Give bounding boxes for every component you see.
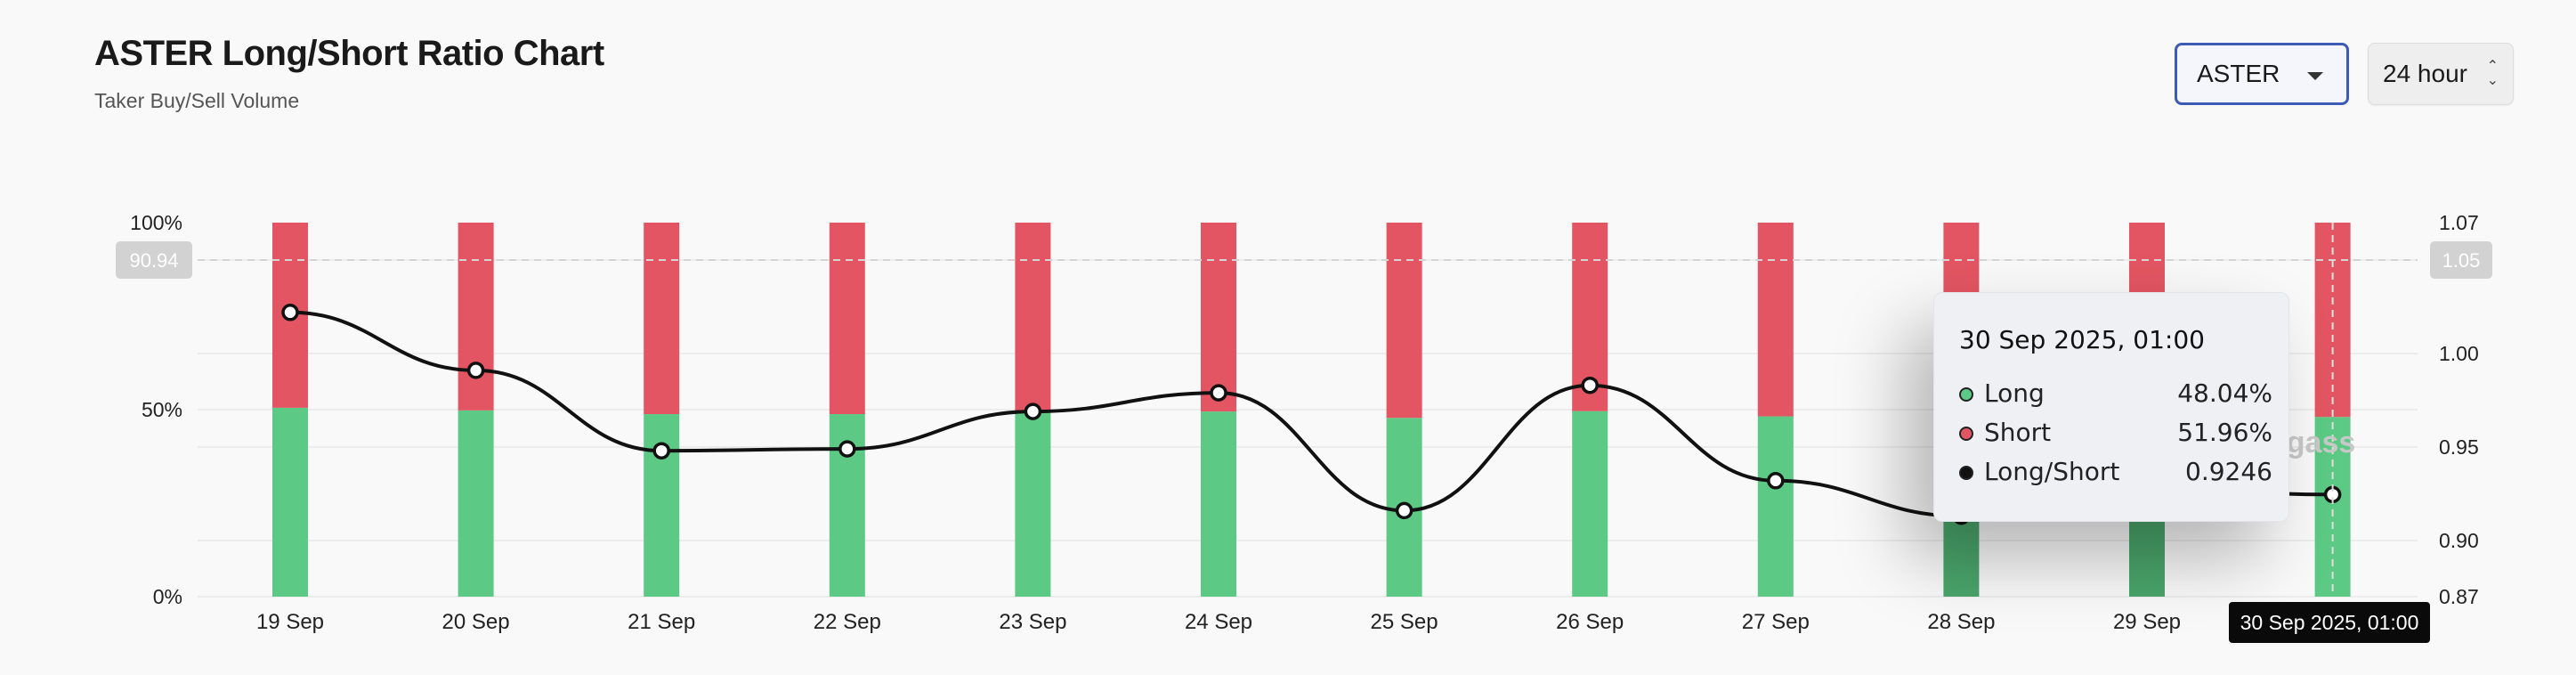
tooltip-ratio-label: Long/Short <box>1984 457 2120 486</box>
left-crosshair-badge <box>116 241 192 279</box>
bar-long <box>458 410 494 597</box>
right-axis-tick: 0.87 <box>2439 585 2479 608</box>
bar-long <box>2314 417 2351 597</box>
ratio-point <box>466 362 485 379</box>
x-tick-label: 28 Sep <box>1927 610 1995 634</box>
tooltip-title: 30 Sep 2025, 01:00 <box>1959 325 2205 354</box>
bar-short <box>829 223 865 415</box>
long-dot-icon <box>1959 387 1973 402</box>
ratio-point <box>1767 472 1785 490</box>
updown-chevron-icon: ⌃ ⌄ <box>2486 59 2499 88</box>
chevron-down-icon <box>2307 72 2323 80</box>
bar-short <box>458 223 494 411</box>
right-axis-tick: 0.90 <box>2439 529 2479 552</box>
crosshair-date-label: 30 Sep 2025, 01:00 <box>2229 602 2430 643</box>
bar-short <box>1201 223 1236 412</box>
right-axis-tick: 1.00 <box>2439 342 2479 365</box>
x-tick-label: 27 Sep <box>1742 610 1810 634</box>
bar-short <box>1757 223 1794 417</box>
ratio-point <box>838 440 856 458</box>
bar-long <box>272 407 308 597</box>
right-axis-tick: 1.07 <box>2439 211 2479 234</box>
tooltip-row-long: Long 48.04% <box>1959 378 2272 411</box>
bar-long <box>1572 411 1608 597</box>
right-crosshair-value: 1.05 <box>2442 249 2481 272</box>
ratio-point <box>1581 376 1599 394</box>
bar-short <box>644 223 680 415</box>
bar-short <box>1015 223 1051 411</box>
ratio-point <box>1024 403 1042 420</box>
ratio-dot-icon <box>1959 466 1973 480</box>
bar-long <box>1201 411 1236 597</box>
right-crosshair-badge <box>2430 241 2492 279</box>
left-axis-tick: 100% <box>130 211 182 234</box>
tooltip-short-value: 51.96% <box>2177 418 2272 447</box>
chart-tooltip: 30 Sep 2025, 01:00 Long 48.04% Short 51.… <box>1933 292 2289 522</box>
ratio-point <box>281 304 299 321</box>
page-subtitle: Taker Buy/Sell Volume <box>94 89 300 112</box>
left-axis-tick: 50% <box>142 398 182 421</box>
ratio-point <box>1210 384 1227 402</box>
x-tick-label: 19 Sep <box>256 610 324 634</box>
ratio-point <box>652 442 670 459</box>
period-select-value: 24 hour <box>2383 60 2467 87</box>
tooltip-row-ratio: Long/Short 0.9246 <box>1959 457 2272 489</box>
bar-short <box>2314 223 2351 418</box>
x-tick-label: 21 Sep <box>628 610 695 634</box>
tooltip-ratio-value: 0.9246 <box>2185 457 2272 486</box>
bar-long <box>644 414 680 597</box>
x-tick-label: 24 Sep <box>1185 610 1252 634</box>
ratio-point <box>1395 501 1414 520</box>
tooltip-row-short: Short 51.96% <box>1959 418 2272 450</box>
bar-long <box>1015 411 1051 597</box>
x-tick-label: 25 Sep <box>1371 610 1438 634</box>
period-select[interactable]: 24 hour ⌃ ⌄ <box>2368 43 2514 105</box>
x-tick-label: 26 Sep <box>1556 610 1624 634</box>
tooltip-long-value: 48.04% <box>2177 378 2272 408</box>
symbol-select-value: ASTER <box>2197 60 2280 87</box>
right-axis-tick: 0.95 <box>2439 435 2479 459</box>
x-tick-label: 29 Sep <box>2113 610 2181 634</box>
page-title: ASTER Long/Short Ratio Chart <box>94 34 604 73</box>
tooltip-long-label: Long <box>1984 378 2045 408</box>
x-tick-label: 20 Sep <box>442 610 510 634</box>
symbol-select[interactable]: ASTER <box>2175 43 2349 105</box>
left-crosshair-value: 90.94 <box>129 249 178 272</box>
short-dot-icon <box>1959 427 1973 441</box>
tooltip-short-label: Short <box>1984 418 2052 447</box>
bar-short <box>1386 223 1422 419</box>
left-axis-tick: 0% <box>153 585 182 608</box>
bar-long <box>1757 416 1794 597</box>
x-tick-label: 22 Sep <box>814 610 881 634</box>
x-tick-label: 23 Sep <box>999 610 1066 634</box>
